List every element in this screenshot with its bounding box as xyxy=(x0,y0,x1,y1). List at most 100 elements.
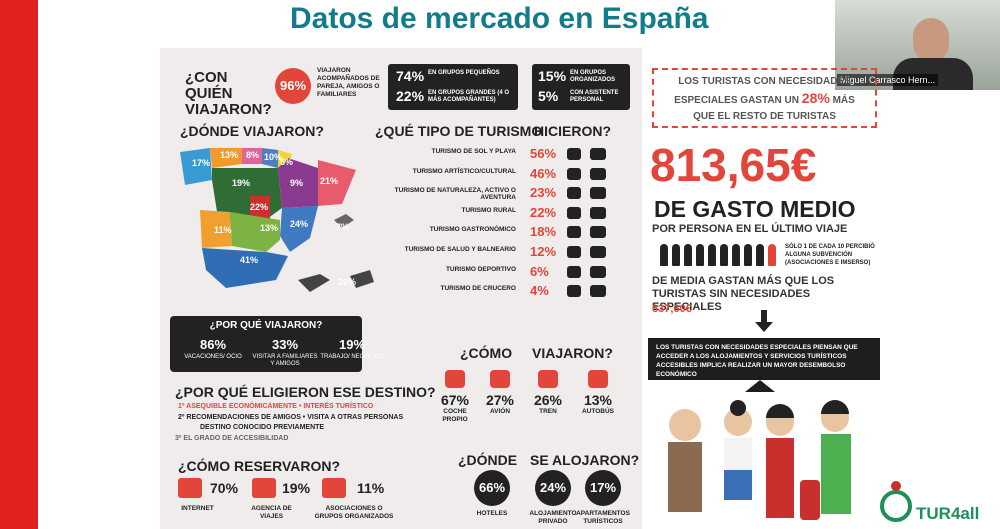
person-icon xyxy=(660,244,668,266)
region-value: 8% xyxy=(246,150,260,160)
subsidy: SÓLO 1 DE CADA 10 PERCIBIÓ ALGUNA SUBVEN… xyxy=(785,244,875,266)
icon xyxy=(567,246,581,258)
illustration xyxy=(668,380,851,520)
infographic-panel xyxy=(160,48,642,529)
group-label: CON ASISTENTE PERSONAL xyxy=(570,90,619,103)
tourism-value: 56% xyxy=(530,146,557,161)
transport-value: 67% xyxy=(440,392,470,408)
tourism-value: 46% xyxy=(530,165,557,181)
transport-label: AVIÓN xyxy=(489,408,511,415)
icon xyxy=(322,478,346,498)
region-value: 17% xyxy=(192,158,211,168)
icon xyxy=(588,370,608,388)
icon xyxy=(590,246,606,258)
heading: SE ALOJARON? xyxy=(530,452,640,468)
region-value: 7% xyxy=(336,222,350,232)
icon xyxy=(567,187,581,200)
region-value: 21% xyxy=(320,176,339,186)
icon xyxy=(590,148,606,160)
group-value: 5% xyxy=(538,88,559,104)
heading: ¿CÓMO xyxy=(460,345,513,361)
heading: ¿POR QUÉ VIAJARON? xyxy=(209,320,323,331)
transport-label: AUTOBÚS xyxy=(581,408,615,415)
destination-line: 3º EL GRADO DE ACCESIBILIDAD xyxy=(175,435,289,442)
box xyxy=(170,316,362,372)
tourism-value: 4% xyxy=(530,283,549,299)
region-value: 19% xyxy=(232,178,251,188)
booking-label: INTERNET xyxy=(181,505,214,512)
transport-label: COCHE PROPIO xyxy=(442,408,468,423)
other-amount: 637,60€ xyxy=(652,303,692,315)
region-value: 10% xyxy=(338,277,357,287)
group-label: EN GRUPOS PEQUEÑOS xyxy=(428,70,500,76)
face xyxy=(913,18,949,62)
tourism-value: 23% xyxy=(530,185,557,201)
region-value: 24% xyxy=(290,219,309,229)
heading: VIAJARON? xyxy=(532,345,613,361)
person-icon xyxy=(696,244,704,266)
person-icon xyxy=(768,244,776,266)
region-value: 13% xyxy=(260,223,279,233)
booking-label: ASOCIACIONES O GRUPOS ORGANIZADOS xyxy=(314,505,394,520)
box-text: LOS TURISTAS CON NECESIDADES ESPECIALES … xyxy=(652,74,877,125)
heading: ¿POR QUÉ ELIGIERON ESE DESTINO? xyxy=(175,384,436,400)
tourism-value: 18% xyxy=(530,224,557,240)
icon xyxy=(567,167,581,180)
box xyxy=(388,64,518,110)
icon xyxy=(567,265,581,278)
heading: ¿QUÉ TIPO DE TURISMO xyxy=(375,123,543,139)
transport-value: 26% xyxy=(533,392,563,408)
icon xyxy=(567,206,581,219)
person-icon xyxy=(732,244,740,266)
booking-value: 19% xyxy=(282,480,311,496)
transport-value: 13% xyxy=(583,392,613,408)
lodging-circle: 24% xyxy=(535,470,571,506)
why-label: VISITAR A FAMILIARES Y AMIGOS xyxy=(252,354,318,367)
heading: ¿DÓNDE VIAJARON? xyxy=(180,123,324,139)
person-icon xyxy=(720,244,728,266)
icon xyxy=(590,167,606,180)
lodging-label: HOTELES xyxy=(476,510,508,517)
person-icon xyxy=(744,244,752,266)
logo xyxy=(880,481,912,522)
lodging-circle: 66% xyxy=(474,470,510,506)
region-value: 22% xyxy=(250,202,269,212)
slide-title: Datos de mercado en España xyxy=(290,2,709,35)
region-value: 13% xyxy=(220,150,239,160)
group-value: 22% xyxy=(396,88,425,104)
booking-value: 11% xyxy=(357,480,385,496)
region-value: 41% xyxy=(240,255,259,265)
arrow xyxy=(755,310,773,332)
badge: 96% xyxy=(275,68,311,104)
tourism-value: 12% xyxy=(530,244,557,259)
icon xyxy=(538,370,558,388)
spain-map xyxy=(180,148,374,292)
tourism-label: TURISMO DE SOL Y PLAYA xyxy=(431,148,516,155)
text: ESPECIALES GASTAN UN xyxy=(674,95,799,106)
text: QUE EL RESTO DE TURISTAS xyxy=(693,111,836,122)
tourism-label: TURISMO RURAL xyxy=(461,206,516,214)
icon xyxy=(490,370,510,388)
text: MÁS xyxy=(832,95,855,106)
brand: TUR4all xyxy=(916,504,980,523)
icon xyxy=(590,206,606,219)
region-value: 5% xyxy=(280,157,294,167)
amount: 813,65€ xyxy=(650,139,817,191)
destination-line: DESTINO CONOCIDO PREVIAMENTE xyxy=(200,424,325,431)
highlight: 28% xyxy=(801,90,830,106)
icon xyxy=(590,187,606,200)
region-value: 10% xyxy=(264,152,283,162)
tourism-label: TURISMO DEPORTIVO xyxy=(445,265,516,273)
lodging-label: APARTAMENTOS TURÍSTICOS xyxy=(576,510,630,525)
icon xyxy=(590,265,606,278)
participant-name: Miguel Carrasco Hern... xyxy=(837,74,939,86)
why-label: TRABAJO/ NEGOCIOS xyxy=(320,354,384,360)
caption: DE GASTO MEDIO xyxy=(654,196,856,222)
region-value: 9% xyxy=(290,178,304,188)
group-label: EN GRUPOS GRANDES (4 O MÁS ACOMPAÑANTES) xyxy=(428,90,510,103)
icon xyxy=(567,148,581,160)
destination-line: 2º RECOMENDACIONES DE AMIGOS • VISITA A … xyxy=(178,414,404,421)
person-icon xyxy=(672,244,680,266)
more-text: DE MEDIA GASTAN MÁS QUE LOS TURISTAS SIN… xyxy=(652,275,835,313)
